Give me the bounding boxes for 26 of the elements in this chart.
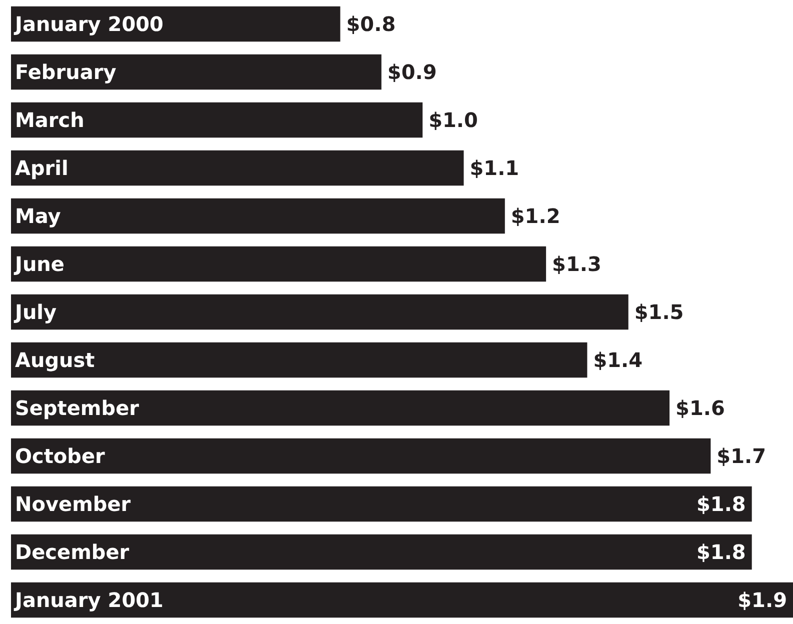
data-label: $1.7 [716, 444, 766, 468]
y-tick-label: November [15, 492, 131, 516]
data-label: $1.8 [696, 540, 746, 564]
y-tick-label: October [15, 444, 106, 468]
y-tick-label: December [15, 540, 130, 564]
data-label: $1.9 [738, 588, 787, 612]
y-tick-label: May [15, 204, 61, 228]
y-tick-label: January 2001 [13, 588, 164, 612]
y-tick-label: August [15, 348, 96, 372]
y-tick-label: July [13, 300, 57, 324]
data-label: $1.4 [593, 348, 643, 372]
y-tick-label: April [15, 156, 68, 180]
y-tick-label: February [15, 60, 116, 84]
data-label: $1.3 [552, 252, 602, 276]
data-label: $1.0 [428, 108, 478, 132]
data-label: $0.8 [346, 12, 396, 36]
data-label: $1.8 [696, 492, 746, 516]
data-label: $1.2 [510, 204, 560, 228]
y-tick-label: March [15, 108, 84, 132]
data-label: $0.9 [387, 60, 437, 84]
data-label: $1.1 [470, 156, 520, 180]
data-label: $1.5 [634, 300, 684, 324]
y-tick-label: June [13, 252, 64, 276]
y-tick-label: September [15, 396, 140, 420]
data-label: $1.6 [676, 396, 725, 420]
y-tick-label: January 2000 [13, 12, 164, 36]
